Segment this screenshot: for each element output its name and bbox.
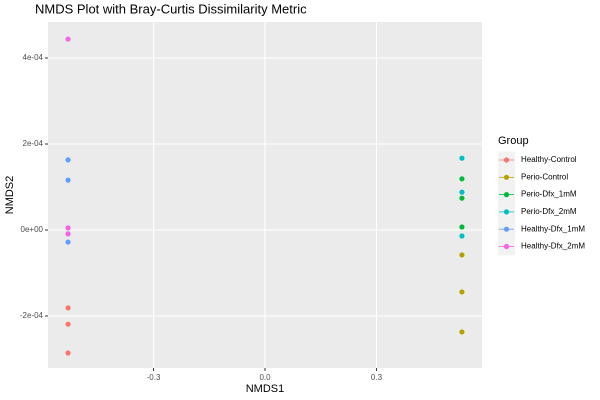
point — [65, 177, 71, 183]
point — [459, 233, 465, 239]
legend-label: Perio-Dfx_2mM — [521, 207, 577, 216]
x-tick-label: -0.3 — [147, 373, 161, 382]
point — [459, 329, 465, 335]
point — [459, 155, 465, 161]
point — [65, 225, 71, 231]
legend-point — [503, 226, 510, 232]
legend-label: Perio-Control — [521, 172, 568, 181]
chart-title: NMDS Plot with Bray-Curtis Dissimilarity… — [35, 1, 307, 16]
point — [65, 231, 71, 237]
point — [65, 36, 71, 42]
point — [459, 176, 465, 182]
x-tick-label: 0.3 — [371, 373, 383, 382]
y-tick-label: 2e-04 — [23, 139, 44, 148]
point — [65, 239, 71, 245]
legend-point — [503, 209, 510, 215]
y-tick-label: 4e-04 — [23, 53, 44, 62]
y-tick-label: 0e+00 — [21, 225, 44, 234]
point — [459, 252, 465, 258]
legend-point — [503, 243, 510, 250]
x-axis-title: NMDS1 — [246, 383, 285, 395]
point — [459, 195, 465, 201]
point — [459, 289, 465, 295]
legend-point — [503, 157, 510, 163]
point — [65, 157, 71, 163]
point — [459, 189, 465, 195]
point — [459, 224, 465, 230]
y-tick-label: -2e-04 — [20, 311, 44, 320]
point — [65, 305, 71, 311]
legend-point — [503, 192, 510, 198]
legend-point — [503, 174, 510, 180]
point — [65, 321, 71, 327]
legend-label: Healthy-Dfx_1mM — [521, 224, 585, 233]
x-tick-label: 0.0 — [259, 373, 271, 382]
legend-title: Group — [498, 135, 529, 147]
legend-label: Perio-Dfx_1mM — [521, 190, 577, 199]
legend-label: Healthy-Dfx_2mM — [521, 242, 585, 251]
y-axis-title: NMDS2 — [4, 176, 16, 215]
legend-label: Healthy-Control — [521, 155, 577, 164]
point — [65, 350, 71, 356]
